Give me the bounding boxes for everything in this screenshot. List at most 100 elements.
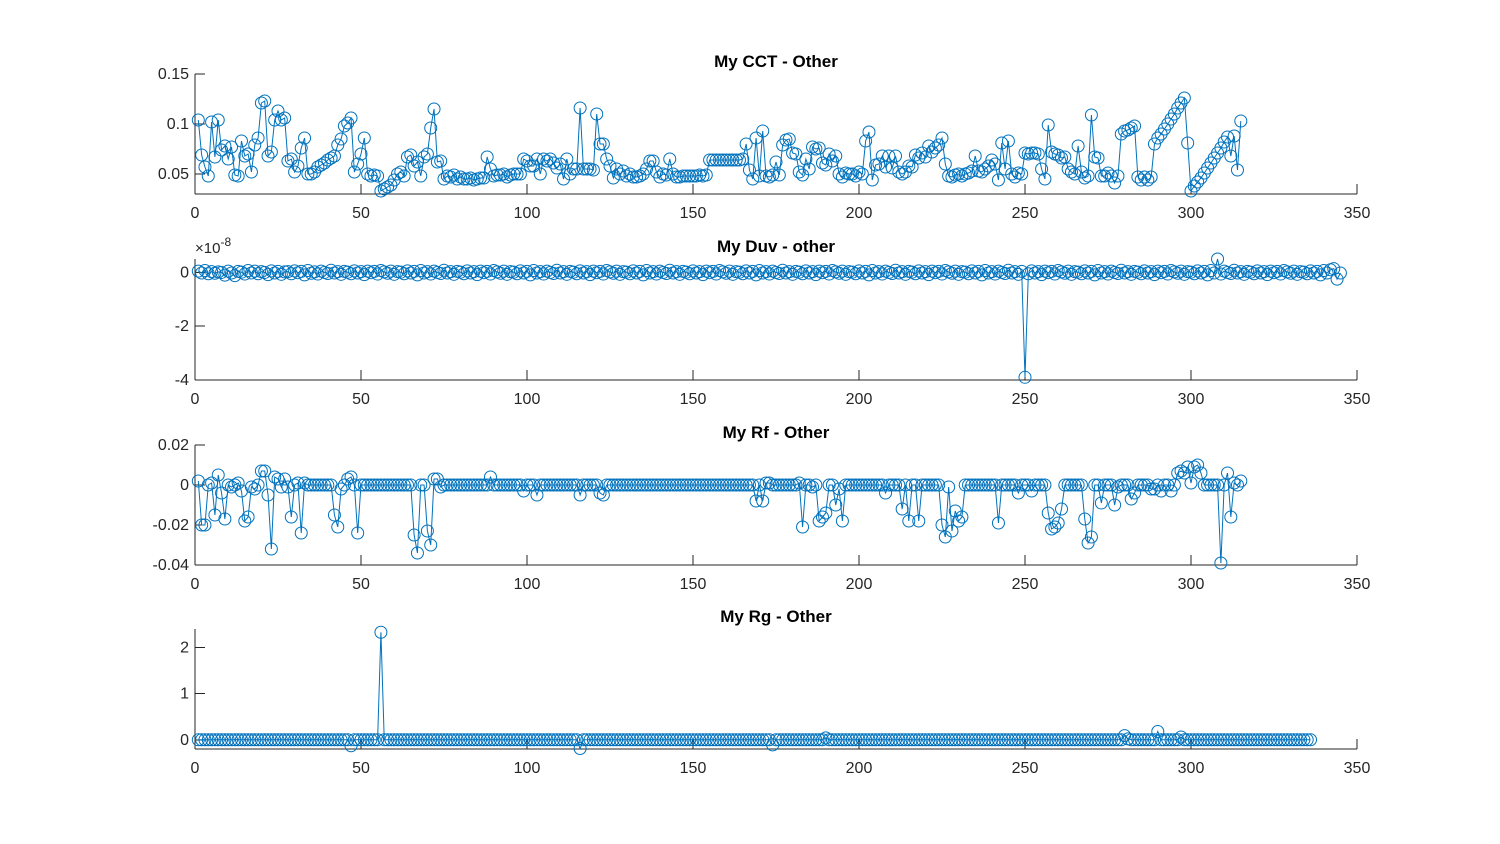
data-point <box>1147 268 1161 282</box>
data-point <box>387 478 401 492</box>
data-point <box>786 733 800 747</box>
data-point <box>467 733 481 747</box>
data-point <box>756 494 770 508</box>
data-point <box>251 267 265 281</box>
data-point <box>261 149 275 163</box>
data-point <box>576 162 590 176</box>
data-point <box>477 733 491 747</box>
data-point <box>1078 512 1092 526</box>
data-point <box>613 733 627 747</box>
data-point <box>1194 466 1208 480</box>
data-point <box>490 168 504 182</box>
data-point <box>968 733 982 747</box>
data-point <box>1018 370 1032 384</box>
data-point <box>981 159 995 173</box>
data-point <box>347 478 361 492</box>
data-point <box>646 478 660 492</box>
data-point <box>1297 733 1311 747</box>
data-point <box>1104 733 1118 747</box>
data-point <box>298 476 312 490</box>
x-tick-label: 0 <box>191 760 200 777</box>
data-point <box>357 478 371 492</box>
data-point <box>1151 264 1165 278</box>
data-point <box>215 486 229 500</box>
data-point <box>981 733 995 747</box>
data-point <box>1157 733 1171 747</box>
data-point <box>809 268 823 282</box>
data-point <box>845 167 859 181</box>
data-point <box>1201 268 1215 282</box>
data-point <box>1174 730 1188 744</box>
data-point <box>1211 478 1225 492</box>
data-point <box>460 264 474 278</box>
data-point <box>1161 267 1175 281</box>
data-point <box>942 733 956 747</box>
data-point <box>1211 733 1225 747</box>
data-point <box>1174 264 1188 278</box>
data-point <box>1074 733 1088 747</box>
data-point <box>686 733 700 747</box>
data-point <box>1201 478 1215 492</box>
data-point <box>1264 264 1278 278</box>
data-point <box>835 264 849 278</box>
data-point <box>879 733 893 747</box>
data-point <box>1247 733 1261 747</box>
data-point <box>633 478 647 492</box>
data-point <box>424 538 438 552</box>
data-point <box>835 514 849 528</box>
data-point <box>948 264 962 278</box>
data-point <box>394 265 408 279</box>
data-point <box>1224 149 1238 163</box>
data-point <box>892 733 906 747</box>
data-point <box>221 733 235 747</box>
data-point <box>397 478 411 492</box>
data-point <box>367 264 381 278</box>
data-point <box>271 472 285 486</box>
data-point <box>885 267 899 281</box>
data-point <box>872 478 886 492</box>
data-point <box>908 267 922 281</box>
data-point <box>776 478 790 492</box>
data-point <box>603 733 617 747</box>
data-point <box>915 733 929 747</box>
data-point <box>477 171 491 185</box>
data-point <box>1181 460 1195 474</box>
data-point <box>424 121 438 135</box>
data-point <box>1071 733 1085 747</box>
data-point <box>732 733 746 747</box>
data-point <box>1068 733 1082 747</box>
data-point <box>1064 165 1078 179</box>
data-point <box>483 733 497 747</box>
data-point <box>706 153 720 167</box>
data-point <box>792 476 806 490</box>
data-point <box>1187 733 1201 747</box>
data-point <box>384 478 398 492</box>
data-point <box>530 733 544 747</box>
data-point <box>1230 478 1244 492</box>
data-point <box>1287 264 1301 278</box>
data-point <box>998 267 1012 281</box>
data-point <box>1310 264 1324 278</box>
data-point <box>334 132 348 146</box>
data-point <box>314 478 328 492</box>
data-point <box>301 264 315 278</box>
data-point <box>726 478 740 492</box>
data-point <box>972 733 986 747</box>
data-point <box>417 733 431 747</box>
data-point <box>304 478 318 492</box>
y-tick-label: 0 <box>180 264 189 281</box>
data-point <box>1131 265 1145 279</box>
data-point <box>669 170 683 184</box>
data-point <box>829 733 843 747</box>
data-point <box>978 733 992 747</box>
x-tick-label: 50 <box>352 391 370 408</box>
data-point <box>1058 266 1072 280</box>
data-point <box>231 169 245 183</box>
data-point <box>1230 733 1244 747</box>
data-point <box>550 161 564 175</box>
data-point <box>450 172 464 186</box>
data-point <box>566 733 580 747</box>
y-tick-label: 0.02 <box>158 437 189 454</box>
data-point <box>928 478 942 492</box>
